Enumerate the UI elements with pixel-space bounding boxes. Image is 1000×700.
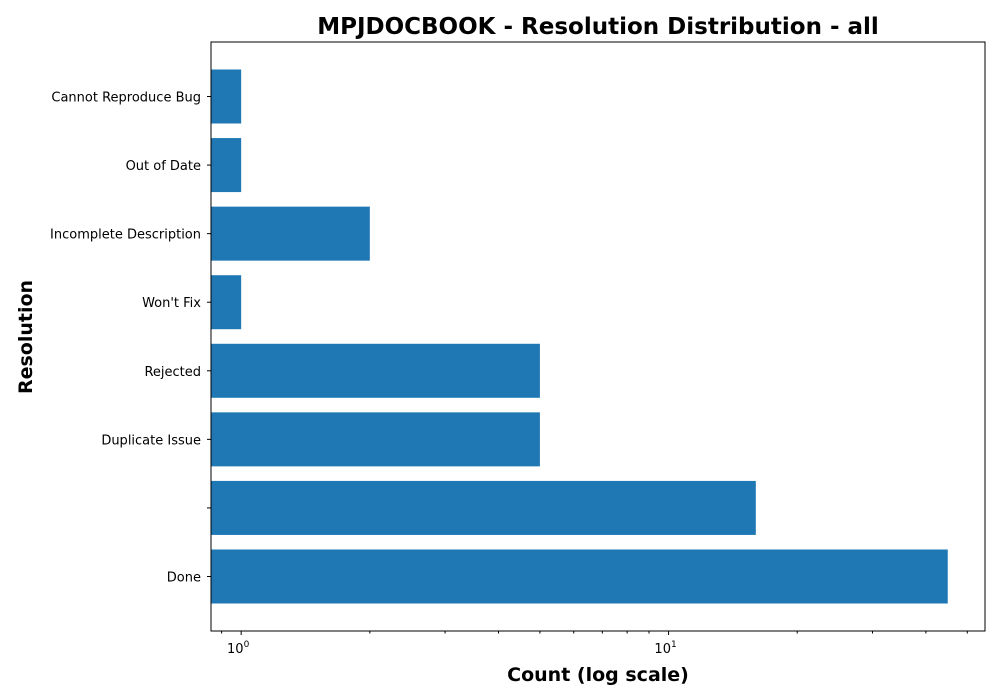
bar — [211, 69, 242, 124]
y-tick-label: Cannot Reproduce Bug — [51, 91, 201, 106]
bar — [211, 412, 540, 467]
bar — [211, 343, 540, 398]
bar — [211, 480, 756, 535]
x-axis-title: Count (log scale) — [507, 664, 689, 686]
y-tick-label: Won't Fix — [142, 296, 201, 311]
x-tick-label: 101 — [654, 640, 676, 657]
y-ticks-group: Done Duplicate Issue Rejected Won't Fix Inco… — [50, 91, 211, 586]
x-tick-label: 100 — [227, 640, 250, 657]
bars-group — [211, 69, 948, 604]
y-tick-label: Done — [167, 571, 201, 586]
y-tick-label: Rejected — [144, 365, 201, 380]
bar — [211, 138, 242, 193]
y-tick-label: Out of Date — [126, 159, 201, 174]
y-tick-label: Duplicate Issue — [101, 433, 201, 448]
chart-title: MPJDOCBOOK - Resolution Distribution - a… — [317, 14, 879, 40]
x-ticks-group: 100 101 — [221, 631, 968, 657]
plot-frame — [210, 41, 986, 632]
bar — [211, 206, 370, 261]
y-axis-title: Resolution — [15, 280, 37, 394]
bar — [211, 275, 242, 330]
bar — [211, 549, 948, 604]
y-tick-label: Incomplete Description — [50, 228, 201, 243]
